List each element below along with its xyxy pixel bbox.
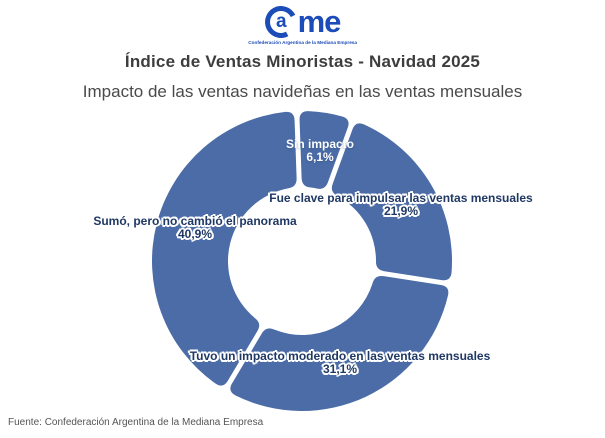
came-logo-tagline: Confederación Argentina de la Mediana Em… xyxy=(248,40,357,46)
source-note: Fuente: Confederación Argentina de la Me… xyxy=(8,417,264,428)
page-title: Índice de Ventas Minoristas - Navidad 20… xyxy=(124,52,481,71)
donut-segment-1[interactable] xyxy=(331,123,453,281)
came-logo-mark: a me xyxy=(260,1,342,43)
donut-segment-2[interactable] xyxy=(230,275,449,411)
donut-segment-3[interactable] xyxy=(152,111,297,386)
page-subtitle: Impacto de las ventas navideñas en las v… xyxy=(82,82,523,101)
donut-segment-0[interactable] xyxy=(299,111,349,189)
came-logo-text: me xyxy=(297,4,342,39)
came-logo: a me Confederación Argentina de la Media… xyxy=(0,1,605,50)
